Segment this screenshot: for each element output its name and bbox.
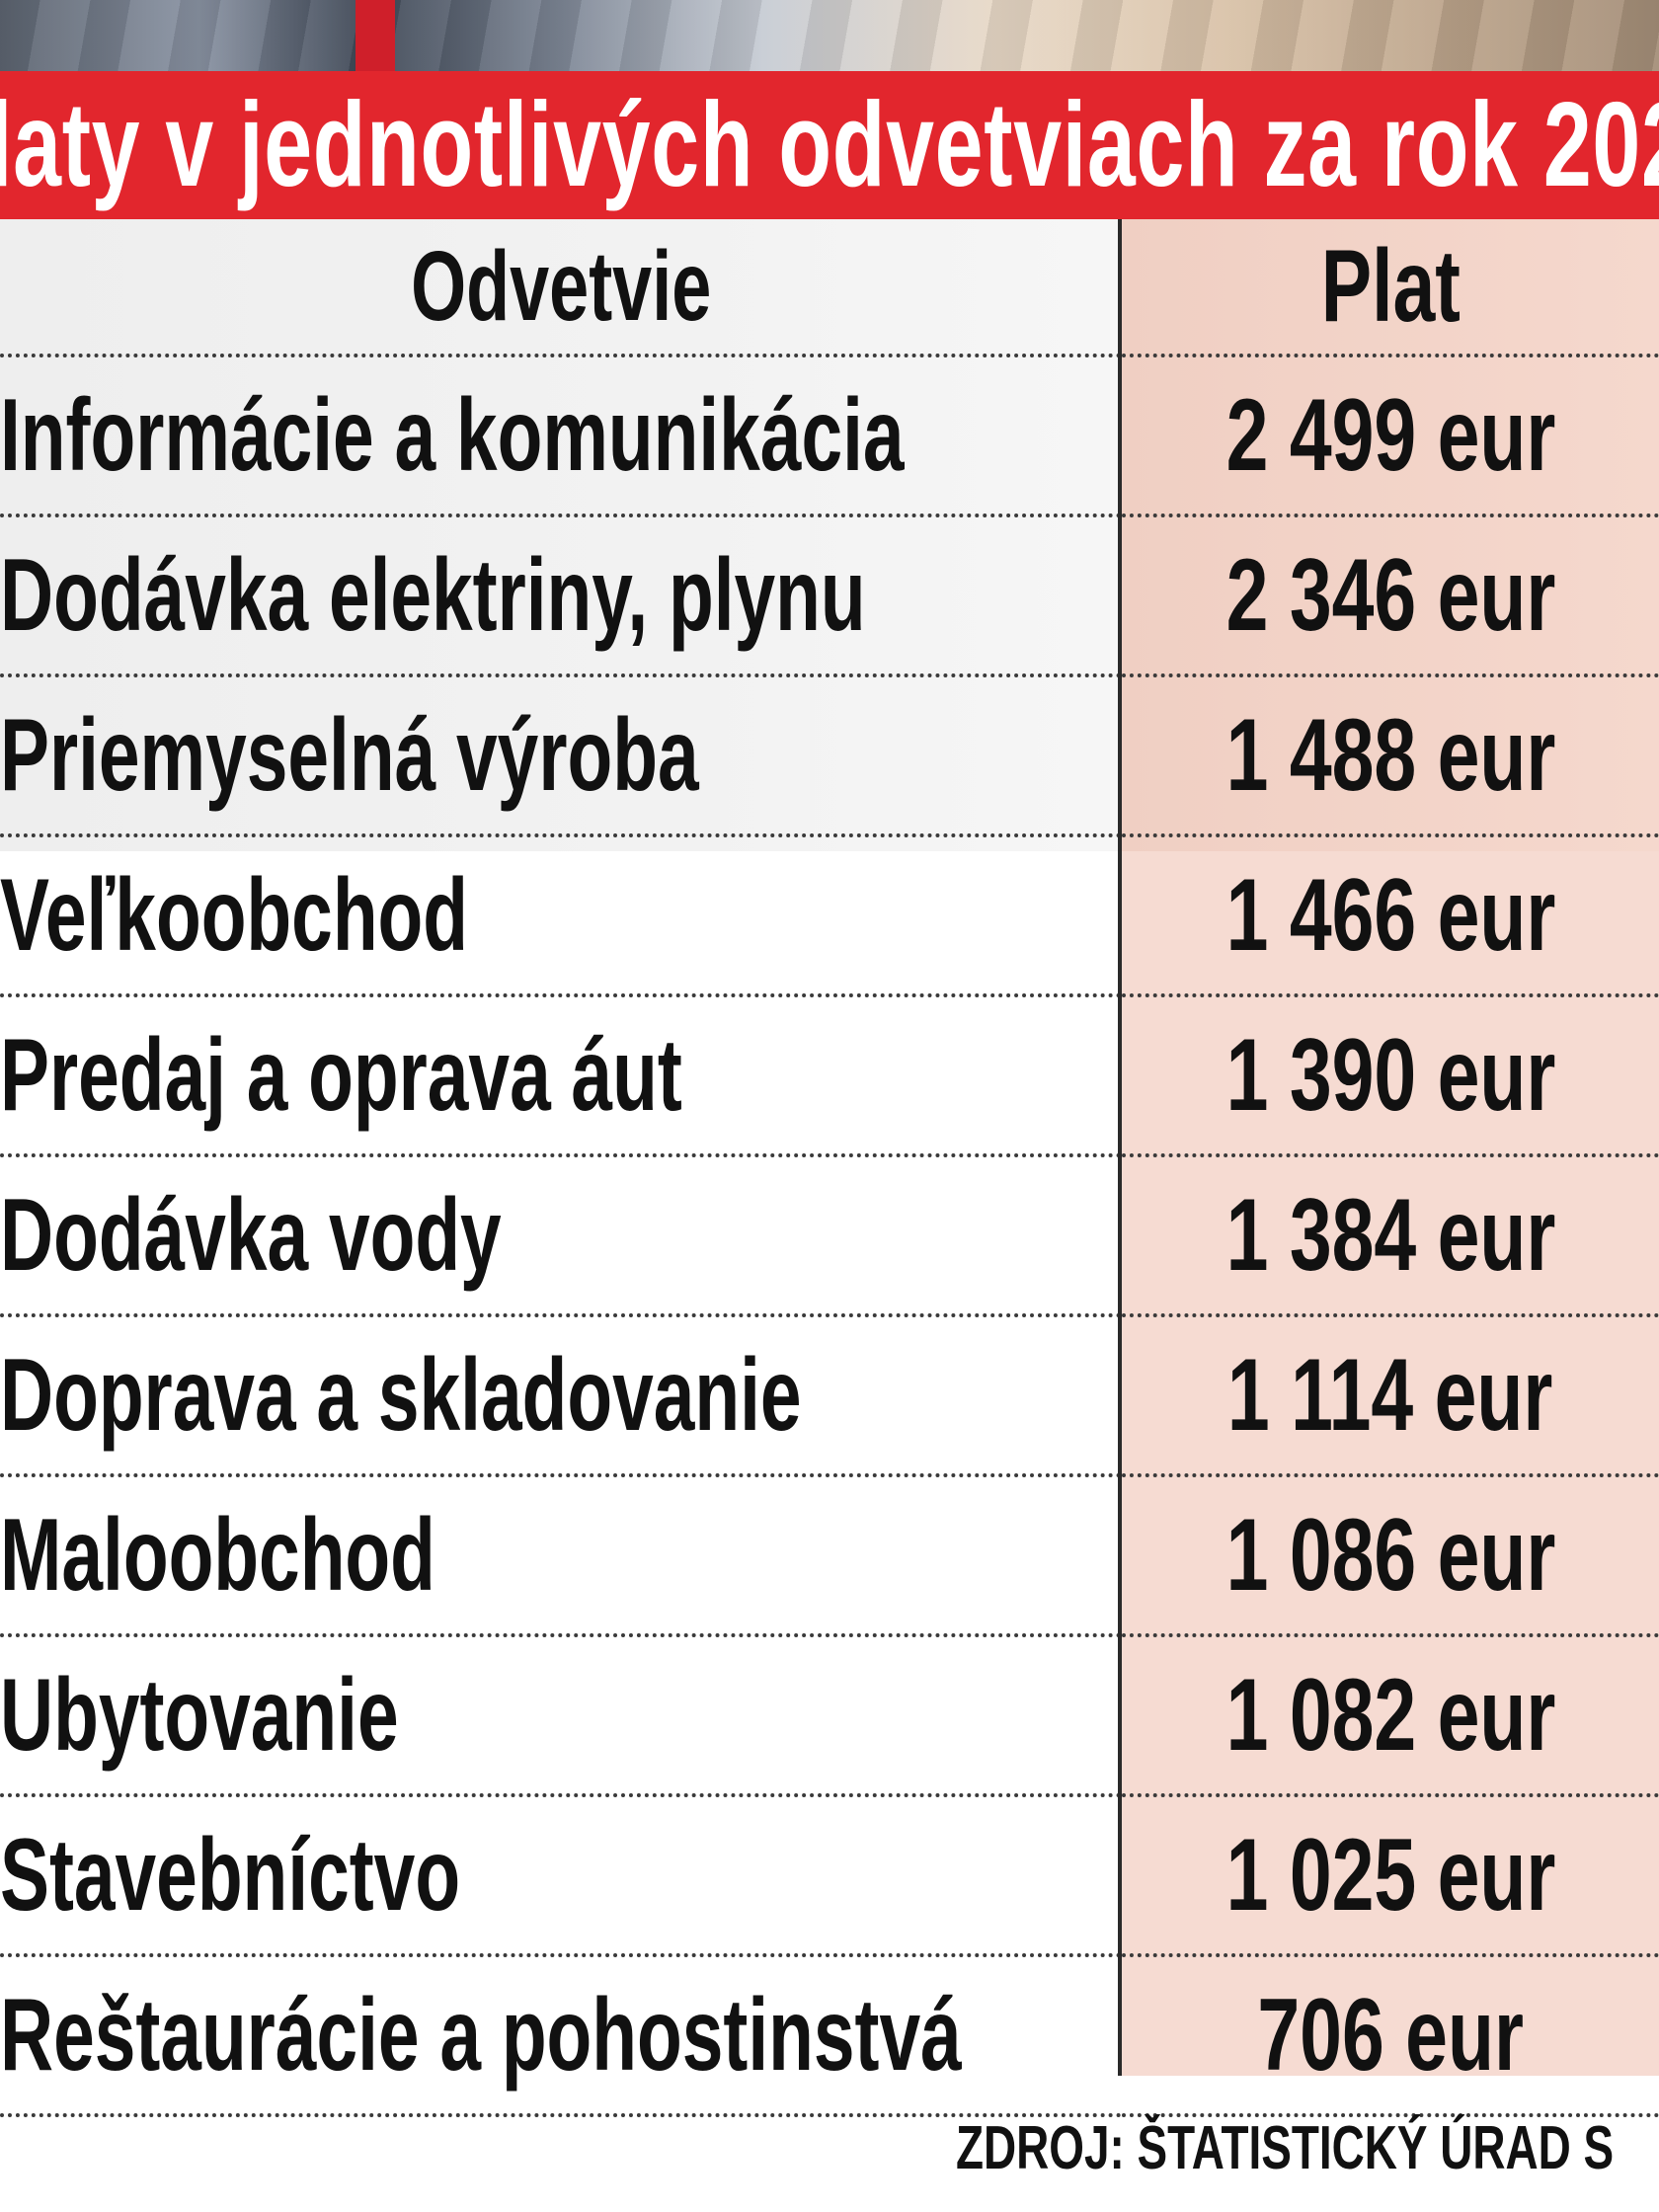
column-header-sector: Odvetvie	[410, 230, 712, 342]
salary-cell: 1 390 eur	[1122, 995, 1659, 1157]
source-note: ZDROJ: ŠTATISTICKÝ ÚRAD S	[956, 2114, 1615, 2182]
salary-cell: 1 384 eur	[1122, 1155, 1659, 1317]
sector-label: Informácie a komunikácia	[0, 377, 905, 493]
sector-cell: Predaj a oprava áut	[0, 995, 1122, 1157]
table-row: Dodávka elektriny, plynu 2 346 eur	[0, 515, 1659, 677]
column-header-salary: Plat	[1320, 228, 1461, 344]
salary-table: Odvetvie Plat Informácie a komunikácia 2 …	[0, 219, 1659, 2117]
sector-label: Predaj a oprava áut	[0, 1017, 682, 1133]
salary-cell: 2 499 eur	[1122, 356, 1659, 517]
sector-cell: Veľkoobchod	[0, 835, 1122, 997]
sector-cell: Stavebníctvo	[0, 1795, 1122, 1957]
photo-shading	[0, 0, 1659, 71]
salary-cell: 1 025 eur	[1122, 1795, 1659, 1957]
table-row: Ubytovanie 1 082 eur	[0, 1635, 1659, 1797]
salary-value: 1 025 eur	[1225, 1817, 1555, 1933]
salary-value: 706 eur	[1257, 1977, 1524, 2093]
salary-cell: 2 346 eur	[1122, 515, 1659, 677]
salary-value: 2 499 eur	[1225, 377, 1555, 493]
sector-label: Veľkoobchod	[0, 857, 469, 973]
sector-cell: Dodávka vody	[0, 1155, 1122, 1317]
sector-cell: Reštaurácie a pohostinstvá	[0, 1955, 1122, 2117]
header-cell-sector: Odvetvie	[0, 219, 1122, 357]
table-row: Priemyselná výroba 1 488 eur	[0, 675, 1659, 837]
table-row: Stavebníctvo 1 025 eur	[0, 1795, 1659, 1957]
sector-label: Stavebníctvo	[0, 1817, 461, 1933]
table-row: Doprava a skladovanie 1 114 eur	[0, 1315, 1659, 1477]
sector-cell: Doprava a skladovanie	[0, 1315, 1122, 1477]
header-row: Odvetvie Plat	[0, 219, 1659, 357]
table-row: Predaj a oprava áut 1 390 eur	[0, 995, 1659, 1157]
sector-cell: Dodávka elektriny, plynu	[0, 515, 1122, 677]
salary-value: 1 466 eur	[1225, 857, 1555, 973]
table-row: Informácie a komunikácia 2 499 eur	[0, 356, 1659, 517]
sector-label: Doprava a skladovanie	[0, 1337, 802, 1453]
sector-cell: Maloobchod	[0, 1475, 1122, 1637]
title-bar: laty v jednotlivých odvetviach za rok 20…	[0, 71, 1659, 219]
sector-label: Ubytovanie	[0, 1657, 399, 1773]
photo-red-accent	[356, 0, 395, 71]
sector-label: Dodávka vody	[0, 1177, 502, 1293]
salary-value: 1 114 eur	[1227, 1337, 1553, 1453]
sector-cell: Ubytovanie	[0, 1635, 1122, 1797]
table-row: Maloobchod 1 086 eur	[0, 1475, 1659, 1637]
salary-value: 1 488 eur	[1225, 697, 1555, 813]
sector-cell: Informácie a komunikácia	[0, 356, 1122, 517]
table-row: Veľkoobchod 1 466 eur	[0, 835, 1659, 997]
table-row: Reštaurácie a pohostinstvá 706 eur	[0, 1955, 1659, 2117]
salary-cell: 1 082 eur	[1122, 1635, 1659, 1797]
sector-label: Reštaurácie a pohostinstvá	[0, 1977, 962, 2093]
table-row: Dodávka vody 1 384 eur	[0, 1155, 1659, 1317]
salary-cell: 1 114 eur	[1122, 1315, 1659, 1477]
salary-cell: 706 eur	[1122, 1955, 1659, 2117]
salary-value: 1 086 eur	[1225, 1497, 1555, 1613]
sector-cell: Priemyselná výroba	[0, 675, 1122, 837]
table-title: laty v jednotlivých odvetviach za rok 20…	[0, 77, 1659, 211]
sector-label: Dodávka elektriny, plynu	[0, 537, 866, 653]
salary-value: 2 346 eur	[1225, 537, 1555, 653]
salary-cell: 1 086 eur	[1122, 1475, 1659, 1637]
salary-value: 1 082 eur	[1225, 1657, 1555, 1773]
column-divider	[1118, 219, 1122, 2076]
header-photo	[0, 0, 1659, 71]
salary-value: 1 390 eur	[1225, 1017, 1555, 1133]
salary-cell: 1 488 eur	[1122, 675, 1659, 837]
salary-value: 1 384 eur	[1225, 1177, 1555, 1293]
sector-label: Priemyselná výroba	[0, 697, 699, 813]
salary-cell: 1 466 eur	[1122, 835, 1659, 997]
sector-label: Maloobchod	[0, 1497, 435, 1613]
header-cell-salary: Plat	[1122, 219, 1659, 357]
